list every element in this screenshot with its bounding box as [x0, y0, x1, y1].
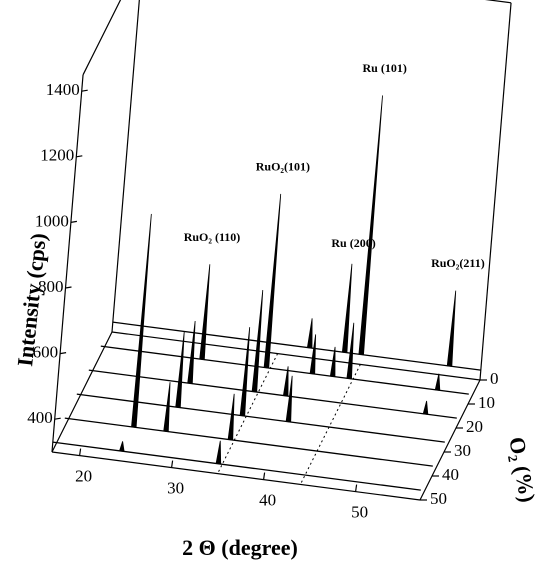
- peak: [446, 290, 457, 367]
- x-tick-label: 50: [351, 503, 368, 522]
- trace-baseline: [52, 441, 421, 491]
- peak: [282, 366, 289, 397]
- axis-line: [419, 379, 481, 501]
- z-tick-label: 40: [442, 465, 459, 484]
- peak: [118, 441, 125, 452]
- peak: [434, 373, 441, 391]
- y-tick: [81, 89, 88, 92]
- x-tick-label: 20: [75, 467, 92, 486]
- trace-baseline: [64, 417, 433, 467]
- y-tick: [70, 220, 77, 223]
- peak: [131, 213, 152, 428]
- z-tick-label: 0: [490, 369, 499, 388]
- axis-line: [82, 0, 122, 76]
- peak: [329, 346, 336, 378]
- peak-label: Ru (101): [363, 61, 407, 75]
- trace-baseline: [88, 369, 457, 419]
- peak: [341, 263, 353, 354]
- peak: [346, 322, 355, 380]
- y-tick-label: 800: [38, 277, 64, 296]
- y-tick: [54, 417, 61, 420]
- peak-label: RuO₂(211): [431, 256, 485, 270]
- z-tick-label: 10: [478, 393, 495, 412]
- axis-line: [51, 331, 113, 453]
- axis-line: [484, 0, 512, 4]
- peak: [263, 193, 282, 369]
- peak: [239, 327, 251, 417]
- peak: [199, 264, 211, 361]
- peak: [358, 95, 383, 356]
- y-tick-label: 400: [27, 408, 53, 427]
- y-tick-label: 600: [33, 343, 59, 362]
- x-tick: [171, 460, 174, 468]
- x-axis-title: 2 Θ (degree): [182, 535, 298, 560]
- trace-baseline: [112, 321, 481, 371]
- y-tick: [65, 286, 72, 289]
- reference-line: [299, 364, 361, 485]
- axis-line: [479, 2, 512, 381]
- peak: [309, 334, 317, 375]
- peak: [422, 400, 429, 415]
- peak-label: Ru (200): [331, 236, 375, 250]
- y-tick-label: 1400: [46, 80, 80, 99]
- peak: [187, 320, 196, 385]
- peak: [163, 382, 171, 433]
- y-tick: [76, 155, 83, 158]
- x-tick-label: 40: [259, 491, 276, 510]
- axis-line: [51, 74, 84, 453]
- trace-baseline: [76, 393, 445, 443]
- y-tick: [60, 352, 67, 355]
- trace-baseline: [100, 345, 469, 395]
- peak-label: RuO₂ (110): [184, 230, 241, 244]
- axis-line: [111, 0, 140, 333]
- z-tick-label: 20: [466, 417, 483, 436]
- peak: [215, 440, 222, 465]
- axis-line: [51, 451, 421, 501]
- peak-label: RuO₂(101): [256, 159, 310, 173]
- axis-line: [111, 331, 481, 381]
- x-tick: [263, 472, 266, 480]
- peak: [306, 318, 313, 349]
- peak: [227, 393, 235, 441]
- y-tick-label: 1000: [35, 211, 69, 230]
- y-tick-label: 1200: [40, 146, 74, 165]
- peak: [175, 331, 185, 409]
- z-tick-label: 30: [454, 441, 471, 460]
- x-tick: [79, 448, 82, 456]
- z-tick-label: 50: [430, 489, 447, 508]
- x-tick-label: 30: [167, 479, 184, 498]
- reference-line: [217, 353, 279, 474]
- x-tick: [355, 484, 358, 492]
- peak: [285, 375, 293, 423]
- z-axis-title: O₂ (%): [504, 435, 539, 504]
